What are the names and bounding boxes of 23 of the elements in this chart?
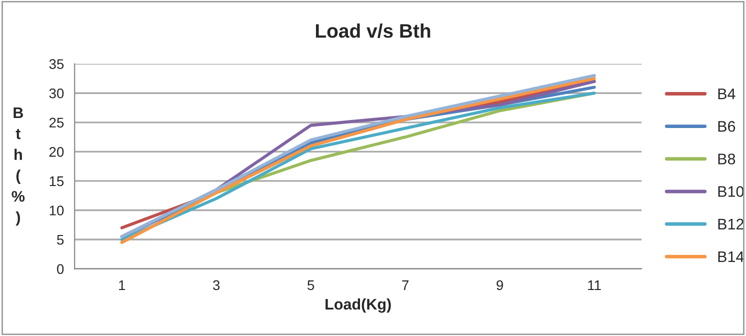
chart-title: Load v/s Bth: [316, 24, 430, 38]
x-tick-label: 9: [496, 280, 504, 290]
y-tick-label: 5: [57, 234, 64, 245]
legend-label: B12: [718, 218, 744, 230]
x-tick-label: 11: [588, 280, 601, 290]
y-tick-label: 30: [49, 88, 64, 98]
x-tick-label: 1: [119, 280, 126, 290]
y-tick-label: 15: [50, 176, 64, 186]
y-tick-label: 10: [50, 206, 64, 216]
y-tick-label: 25: [49, 118, 64, 128]
legend-label: B8: [718, 154, 736, 164]
y-axis-title: Bth(%): [12, 108, 25, 226]
legend-label: B4: [718, 88, 736, 100]
x-tick-label: 7: [402, 280, 408, 290]
x-tick-label: 5: [308, 280, 314, 290]
legend-label: B14: [718, 251, 744, 262]
legend-label: B6: [718, 120, 736, 132]
x-tick-label: 3: [213, 280, 220, 290]
x-axis-title: Load(Kg): [326, 298, 391, 313]
y-tick-label: 35: [49, 59, 64, 70]
legend-label: B10: [718, 186, 744, 197]
y-tick-label: 20: [49, 147, 64, 157]
y-tick-label: 0: [57, 264, 64, 274]
